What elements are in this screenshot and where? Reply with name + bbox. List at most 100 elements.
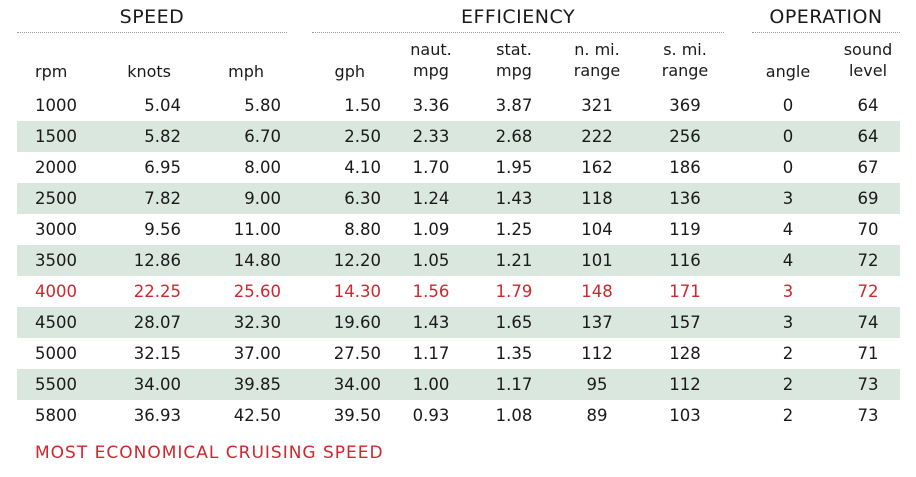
col-head-sound-level-line2: level <box>848 61 888 80</box>
cell-knots: 22.25 <box>133 282 181 301</box>
cell-naut-mpg: 3.36 <box>412 96 450 115</box>
table-row: 4000 22.25 25.60 14.30 1.56 1.79 148 171 3 72 <box>17 276 900 307</box>
cell-stat-mpg: 1.79 <box>495 282 533 301</box>
cell-knots: 7.82 <box>144 189 181 208</box>
col-head-smi-range: s. mi. range <box>648 39 722 81</box>
cell-naut-mpg: 1.17 <box>412 344 450 363</box>
cell-sound-level: 73 <box>857 406 879 425</box>
cell-gph: 34.00 <box>333 375 381 394</box>
cell-sound-level: 73 <box>857 375 879 394</box>
table-row: 4500 28.07 32.30 19.60 1.43 1.65 137 157 3 74 <box>17 307 900 338</box>
group-rule-speed <box>17 32 287 33</box>
cell-knots: 36.93 <box>133 406 181 425</box>
cell-smi-range: 256 <box>669 127 701 146</box>
col-head-nmi-range-line1: n. mi. <box>574 40 620 59</box>
cell-mph: 39.85 <box>233 375 281 394</box>
cell-sound-level: 72 <box>857 251 879 270</box>
cell-rpm: 4000 <box>35 282 77 301</box>
col-head-smi-range-line2: range <box>661 61 709 80</box>
cell-mph: 5.80 <box>244 96 281 115</box>
col-head-smi-range-line1: s. mi. <box>663 40 707 59</box>
cell-gph: 2.50 <box>344 127 381 146</box>
cell-naut-mpg: 1.09 <box>412 220 450 239</box>
cell-sound-level: 64 <box>857 127 879 146</box>
table-row: 1000 5.04 5.80 1.50 3.36 3.87 321 369 0 64 <box>17 90 900 121</box>
cell-sound-level: 67 <box>857 158 879 177</box>
table-row: 1500 5.82 6.70 2.50 2.33 2.68 222 256 0 64 <box>17 121 900 152</box>
cell-angle: 0 <box>782 127 794 146</box>
cell-gph: 1.50 <box>344 96 381 115</box>
cell-stat-mpg: 1.17 <box>495 375 533 394</box>
cell-gph: 6.30 <box>344 189 381 208</box>
cell-angle: 4 <box>782 220 794 239</box>
cell-gph: 8.80 <box>344 220 381 239</box>
col-head-rpm: rpm <box>35 62 68 81</box>
cell-angle: 3 <box>782 282 794 301</box>
cell-nmi-range: 95 <box>586 375 608 394</box>
cell-nmi-range: 222 <box>581 127 613 146</box>
cell-rpm: 3500 <box>35 251 77 270</box>
cell-angle: 0 <box>782 158 794 177</box>
col-head-stat-mpg-line2: mpg <box>496 61 532 80</box>
cell-stat-mpg: 1.95 <box>495 158 533 177</box>
table-row: 3000 9.56 11.00 8.80 1.09 1.25 104 119 4 70 <box>17 214 900 245</box>
col-head-nmi-range-line2: range <box>573 61 621 80</box>
cell-stat-mpg: 1.35 <box>495 344 533 363</box>
cell-smi-range: 128 <box>669 344 701 363</box>
cell-naut-mpg: 1.70 <box>412 158 450 177</box>
cell-angle: 3 <box>782 313 794 332</box>
cell-rpm: 2500 <box>35 189 77 208</box>
cell-knots: 12.86 <box>133 251 181 270</box>
cell-naut-mpg: 1.56 <box>412 282 450 301</box>
cell-stat-mpg: 1.21 <box>495 251 533 270</box>
cell-knots: 9.56 <box>144 220 181 239</box>
group-title-operation: OPERATION <box>769 6 883 28</box>
cell-smi-range: 112 <box>669 375 701 394</box>
cell-sound-level: 64 <box>857 96 879 115</box>
cell-angle: 2 <box>782 375 794 394</box>
cell-sound-level: 70 <box>857 220 879 239</box>
group-rule-efficiency <box>312 32 724 33</box>
cell-angle: 4 <box>782 251 794 270</box>
cell-mph: 25.60 <box>233 282 281 301</box>
cell-naut-mpg: 1.24 <box>412 189 450 208</box>
cell-knots: 34.00 <box>133 375 181 394</box>
cell-rpm: 5000 <box>35 344 77 363</box>
cell-rpm: 1000 <box>35 96 77 115</box>
cell-naut-mpg: 2.33 <box>412 127 450 146</box>
cell-gph: 39.50 <box>333 406 381 425</box>
cell-gph: 12.20 <box>333 251 381 270</box>
cell-mph: 37.00 <box>233 344 281 363</box>
col-head-naut-mpg: naut. mpg <box>395 39 467 81</box>
cell-stat-mpg: 1.08 <box>495 406 533 425</box>
cell-sound-level: 72 <box>857 282 879 301</box>
cell-rpm: 2000 <box>35 158 77 177</box>
cell-stat-mpg: 1.43 <box>495 189 533 208</box>
cell-gph: 27.50 <box>333 344 381 363</box>
cell-gph: 19.60 <box>333 313 381 332</box>
col-head-gph: gph <box>334 62 365 81</box>
cell-nmi-range: 101 <box>581 251 613 270</box>
cell-naut-mpg: 1.05 <box>412 251 450 270</box>
col-head-naut-mpg-line1: naut. <box>410 40 452 59</box>
cell-nmi-range: 112 <box>581 344 613 363</box>
cell-angle: 2 <box>782 406 794 425</box>
cell-angle: 0 <box>782 96 794 115</box>
footnote-economical-cruising: MOST ECONOMICAL CRUISING SPEED <box>35 443 384 463</box>
table-row: 3500 12.86 14.80 12.20 1.05 1.21 101 116 4 72 <box>17 245 900 276</box>
table-row: 5500 34.00 39.85 34.00 1.00 1.17 95 112 2 73 <box>17 369 900 400</box>
cell-rpm: 3000 <box>35 220 77 239</box>
cell-rpm: 5800 <box>35 406 77 425</box>
cell-knots: 6.95 <box>144 158 181 177</box>
cell-gph: 4.10 <box>344 158 381 177</box>
cell-sound-level: 71 <box>857 344 879 363</box>
cell-nmi-range: 162 <box>581 158 613 177</box>
cell-knots: 32.15 <box>133 344 181 363</box>
cell-smi-range: 116 <box>669 251 701 270</box>
cell-naut-mpg: 1.43 <box>412 313 450 332</box>
cell-stat-mpg: 1.65 <box>495 313 533 332</box>
table-row: 5800 36.93 42.50 39.50 0.93 1.08 89 103 2 73 <box>17 400 900 431</box>
col-head-mph: mph <box>228 62 264 81</box>
cell-stat-mpg: 3.87 <box>495 96 533 115</box>
table-row: 2500 7.82 9.00 6.30 1.24 1.43 118 136 3 69 <box>17 183 900 214</box>
